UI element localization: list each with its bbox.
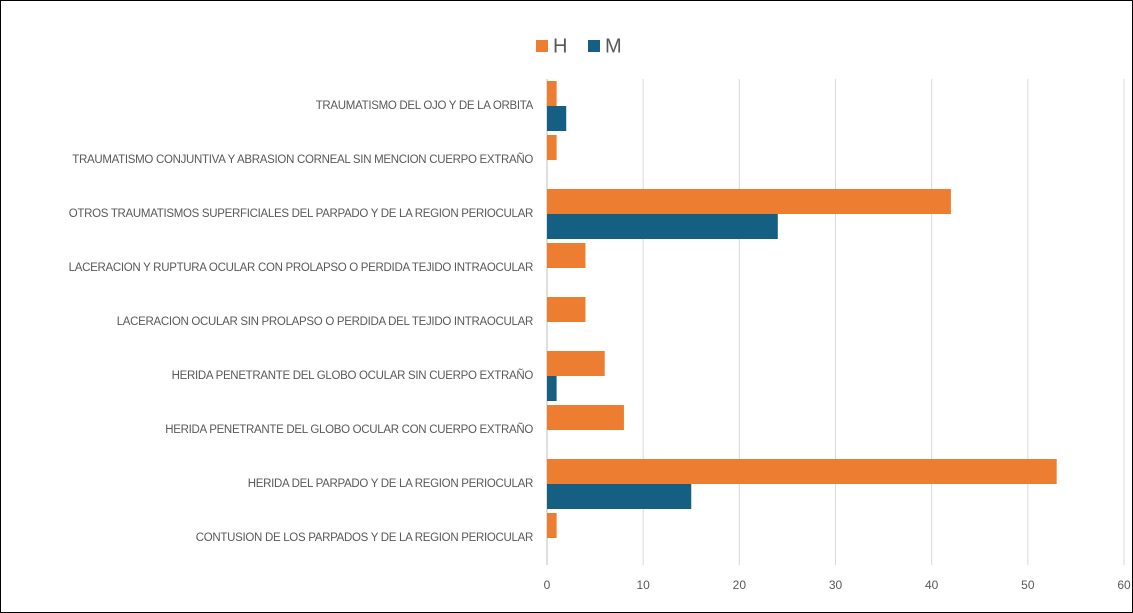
y-tick-label: HERIDA PENETRANTE DEL GLOBO OCULAR CON C…: [165, 423, 533, 436]
bar: [547, 351, 605, 376]
x-tick-label: 50: [1021, 578, 1035, 592]
y-tick-label: LACERACION Y RUPTURA OCULAR CON PROLAPSO…: [69, 262, 533, 274]
legend-swatch: [536, 40, 548, 52]
bar: [547, 243, 586, 268]
legend-label: M: [605, 35, 622, 57]
bar: [547, 214, 778, 239]
bar: [547, 106, 567, 131]
y-tick-label: OTROS TRAUMATISMOS SUPERFICIALES DEL PAR…: [69, 208, 533, 220]
bar: [547, 135, 557, 160]
y-tick-label: TRAUMATISMO DEL OJO Y DE LA ORBITA: [316, 100, 534, 112]
y-tick-label: LACERACION OCULAR SIN PROLAPSO O PERDIDA…: [117, 316, 533, 328]
legend-swatch: [588, 40, 600, 52]
bar: [547, 189, 951, 214]
bar: [547, 297, 586, 322]
x-tick-label: 30: [829, 578, 843, 592]
bar: [547, 513, 557, 538]
legend-label: H: [553, 35, 567, 57]
x-tick-label: 0: [544, 578, 551, 592]
bar: [547, 484, 692, 509]
x-tick-label: 20: [733, 578, 747, 592]
x-tick-label: 10: [636, 578, 650, 592]
bar: [547, 405, 624, 430]
bar: [547, 81, 557, 106]
bar: [547, 459, 1057, 484]
y-tick-label: HERIDA DEL PARPADO Y DE LA REGION PERIOC…: [248, 478, 533, 490]
y-tick-label: TRAUMATISMO CONJUNTIVA Y ABRASION CORNEA…: [72, 153, 533, 166]
x-tick-label: 60: [1117, 578, 1131, 592]
y-tick-label: CONTUSION DE LOS PARPADOS Y DE LA REGION…: [196, 532, 533, 544]
bar: [547, 376, 557, 401]
x-tick-label: 40: [925, 578, 939, 592]
y-tick-label: HERIDA PENETRANTE DEL GLOBO OCULAR SIN C…: [172, 369, 534, 382]
